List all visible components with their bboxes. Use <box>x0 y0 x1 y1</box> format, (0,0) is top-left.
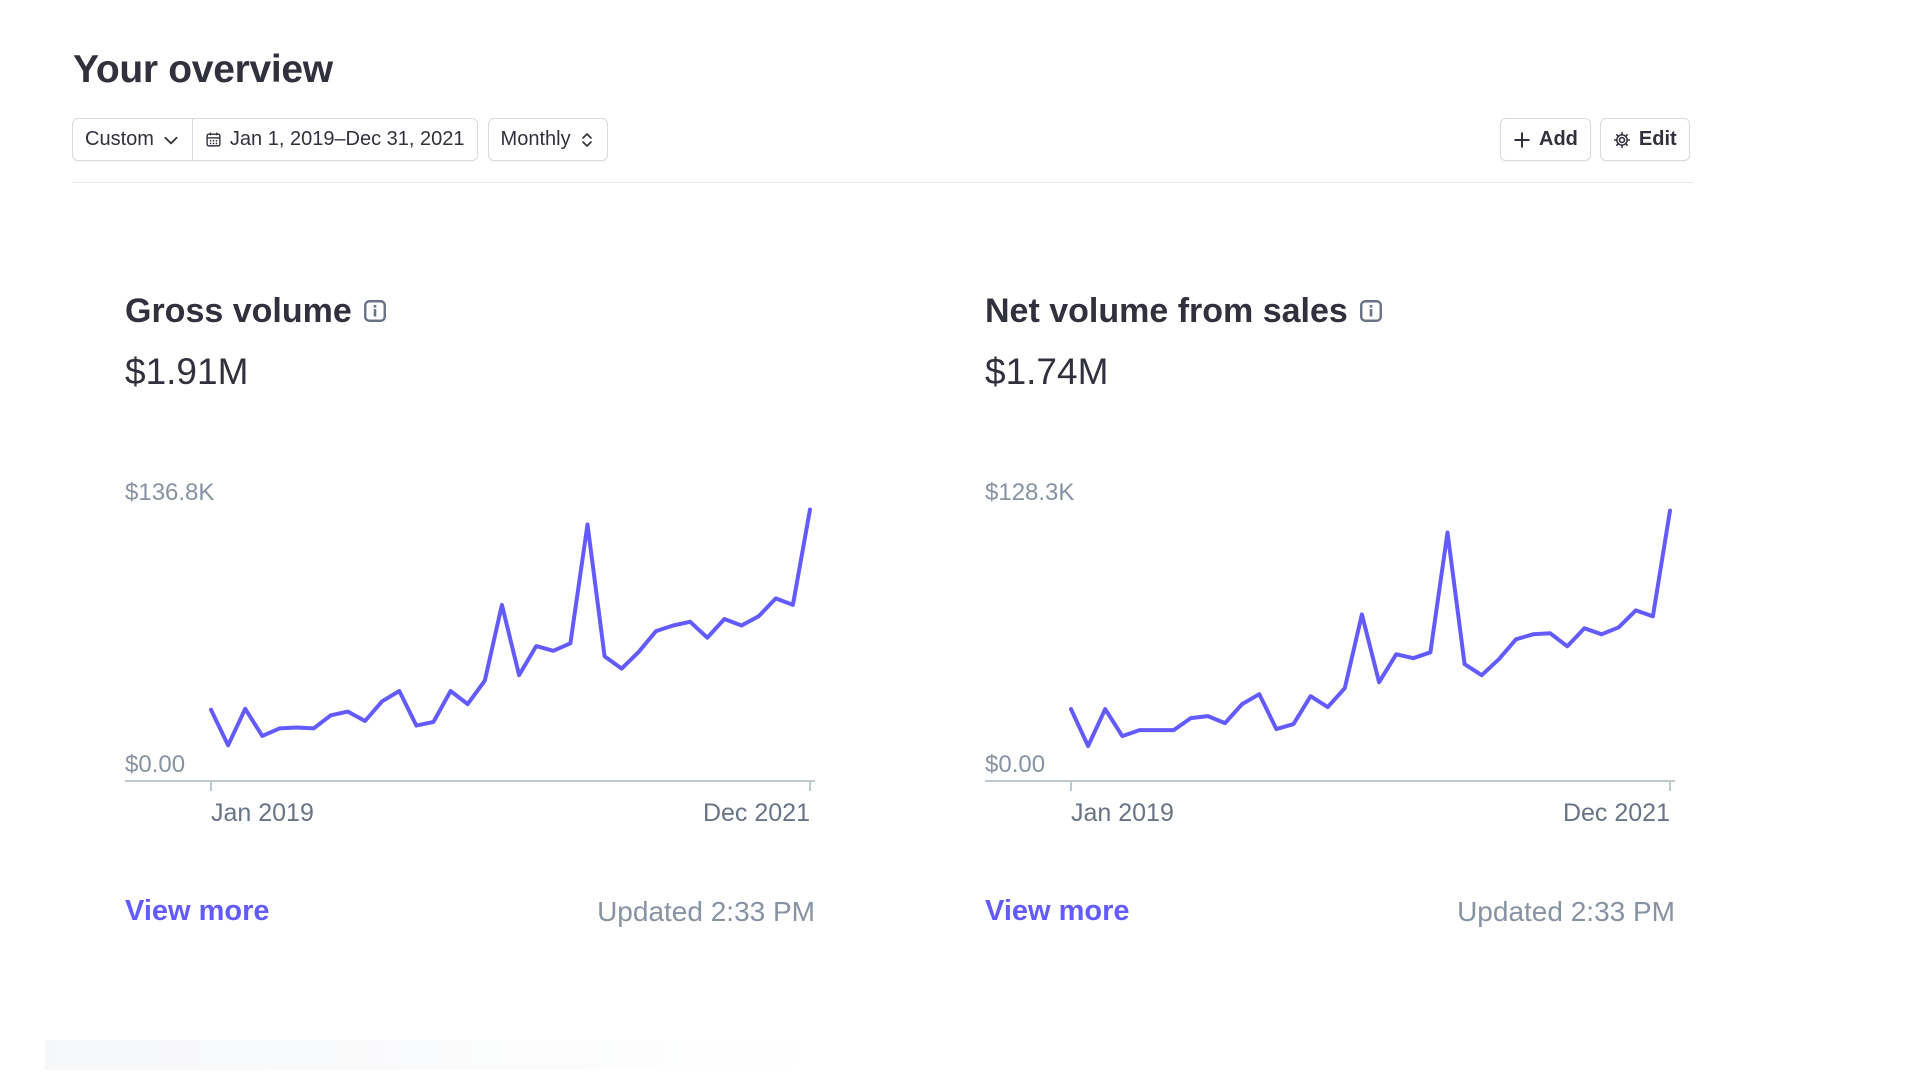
series-line <box>1069 508 1672 748</box>
card-value: $1.91M <box>125 351 249 392</box>
preset-label: Custom <box>85 128 154 150</box>
series-line <box>209 507 812 748</box>
view-more-link[interactable]: View more <box>985 895 1130 927</box>
interval-select[interactable]: Monthly <box>487 118 608 161</box>
gross-volume-chart: $136.8K $0.00 Jan 2019 Dec 2021 <box>125 479 815 827</box>
header-divider <box>72 182 1693 183</box>
view-more-link[interactable]: View more <box>125 895 270 927</box>
plus-icon <box>1514 131 1530 148</box>
card-title: Gross volume <box>125 291 352 330</box>
y-axis-min-label: $0.00 <box>985 751 1045 778</box>
gross-volume-card: Gross volume $1.91M $136.8K $0.00 Jan 2019… <box>125 285 815 935</box>
edit-label: Edit <box>1638 128 1677 150</box>
x-axis-end-label: Dec 2021 <box>1563 799 1670 827</box>
add-button[interactable]: Add <box>1500 118 1591 161</box>
info-icon[interactable] <box>362 298 388 324</box>
chevron-down-icon <box>164 136 178 144</box>
header-actions: Add Edit <box>1500 118 1690 161</box>
card-footer: View more Updated 2:33 PM <box>125 895 815 928</box>
date-range-label: Jan 1, 2019–Dec 31, 2021 <box>229 128 465 150</box>
card-title: Net volume from sales <box>985 291 1348 330</box>
bottom-fade <box>45 1040 825 1070</box>
updated-timestamp: Updated 2:33 PM <box>1457 895 1675 927</box>
card-title-row: Net volume from sales <box>985 285 1675 337</box>
date-range-picker[interactable]: Jan 1, 2019–Dec 31, 2021 <box>191 119 477 160</box>
y-axis-max-label: $136.8K <box>125 479 214 506</box>
x-axis-start-label: Jan 2019 <box>1071 799 1174 827</box>
gear-icon <box>1613 131 1630 148</box>
card-footer: View more Updated 2:33 PM <box>985 895 1675 928</box>
card-title-row: Gross volume <box>125 285 815 337</box>
chevron-up-down-icon <box>581 132 592 147</box>
edit-button[interactable]: Edit <box>1599 118 1690 161</box>
page-title: Your overview <box>73 48 333 91</box>
updated-timestamp: Updated 2:33 PM <box>597 895 815 927</box>
date-filter-group: Custom Jan 1, 2019–De <box>72 118 478 161</box>
x-axis-start-label: Jan 2019 <box>211 799 314 827</box>
y-axis-min-label: $0.00 <box>125 751 185 778</box>
info-icon[interactable] <box>1358 298 1384 324</box>
net-volume-chart: $128.3K $0.00 Jan 2019 Dec 2021 <box>985 479 1675 827</box>
filter-toolbar: Custom Jan 1, 2019–De <box>72 118 608 161</box>
calendar-icon <box>206 132 221 147</box>
y-axis-max-label: $128.3K <box>985 479 1074 506</box>
net-volume-card: Net volume from sales $1.74M $128.3K $0.0… <box>985 285 1675 935</box>
add-label: Add <box>1539 128 1578 150</box>
card-value: $1.74M <box>985 351 1109 392</box>
x-axis-end-label: Dec 2021 <box>703 799 810 827</box>
interval-label: Monthly <box>500 128 571 150</box>
preset-dropdown[interactable]: Custom <box>73 119 192 160</box>
